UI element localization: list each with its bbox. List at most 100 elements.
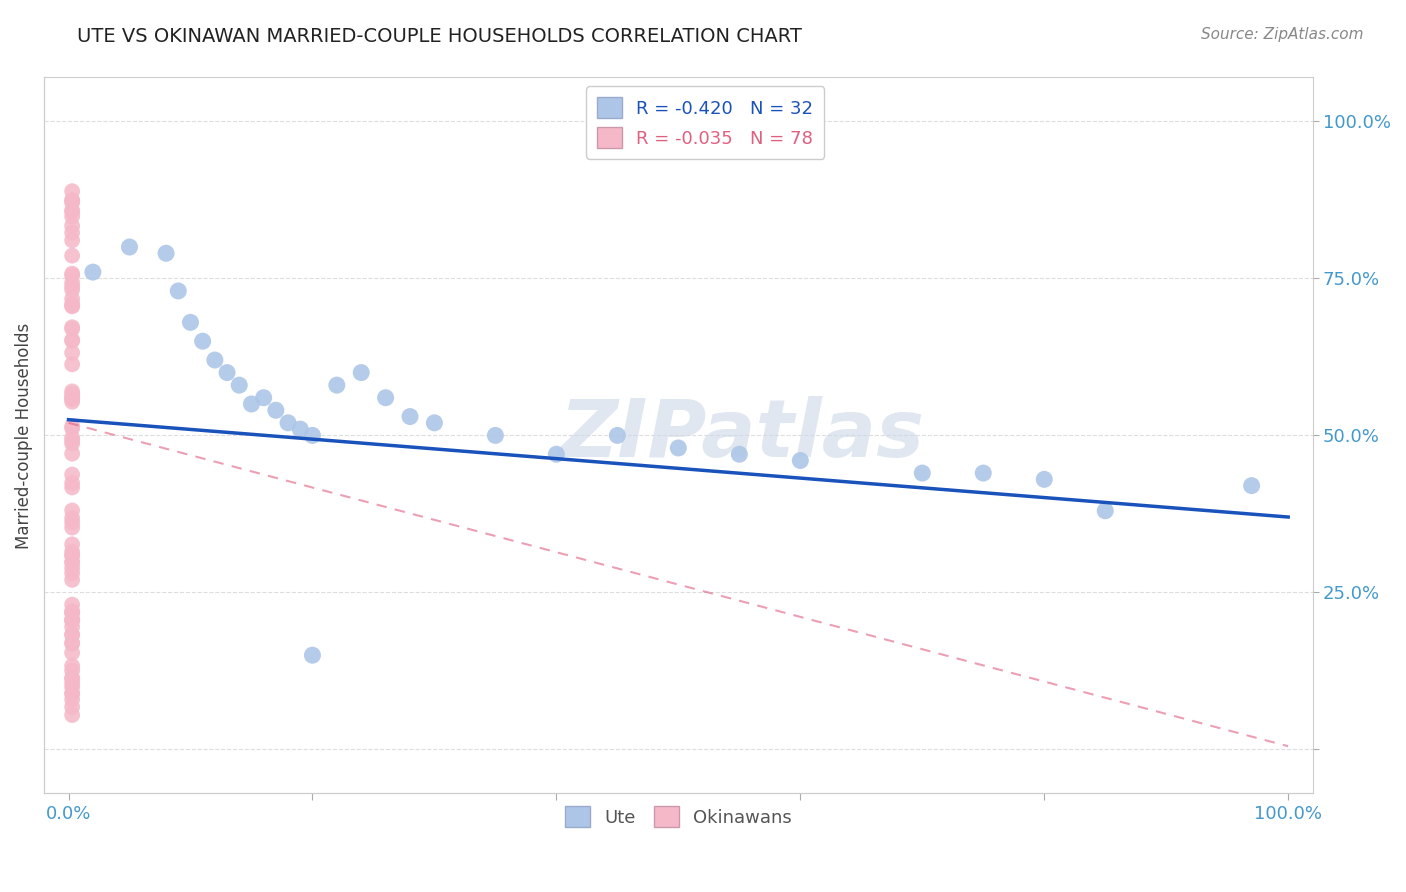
Point	[60, 283, 83, 297]
Point	[253, 391, 276, 405]
Point	[60, 194, 83, 208]
Point	[350, 366, 373, 380]
Point	[423, 416, 446, 430]
Point	[60, 566, 83, 581]
Point	[60, 419, 83, 434]
Point	[60, 320, 83, 334]
Point	[60, 276, 83, 290]
Point	[666, 441, 689, 455]
Point	[60, 431, 83, 445]
Point	[60, 421, 83, 435]
Point	[60, 555, 83, 569]
Point	[484, 428, 506, 442]
Point	[60, 292, 83, 306]
Point	[60, 299, 83, 313]
Point	[60, 384, 83, 399]
Point	[60, 233, 83, 247]
Y-axis label: Married-couple Households: Married-couple Households	[15, 322, 32, 549]
Point	[155, 246, 177, 260]
Point	[60, 226, 83, 240]
Point	[60, 357, 83, 371]
Point	[60, 687, 83, 701]
Text: Source: ZipAtlas.com: Source: ZipAtlas.com	[1201, 27, 1364, 42]
Point	[60, 392, 83, 406]
Point	[911, 466, 934, 480]
Point	[789, 453, 811, 467]
Point	[1240, 478, 1263, 492]
Point	[60, 680, 83, 694]
Point	[60, 549, 83, 563]
Point	[60, 636, 83, 650]
Text: UTE VS OKINAWAN MARRIED-COUPLE HOUSEHOLDS CORRELATION CHART: UTE VS OKINAWAN MARRIED-COUPLE HOUSEHOLD…	[77, 27, 803, 45]
Point	[204, 353, 226, 368]
Point	[264, 403, 287, 417]
Point	[191, 334, 214, 349]
Point	[60, 676, 83, 690]
Point	[60, 613, 83, 627]
Point	[374, 391, 396, 405]
Point	[228, 378, 250, 392]
Point	[60, 322, 83, 336]
Point	[60, 556, 83, 570]
Point	[60, 194, 83, 208]
Point	[60, 503, 83, 517]
Point	[60, 607, 83, 621]
Point	[60, 628, 83, 642]
Point	[60, 334, 83, 348]
Point	[60, 561, 83, 575]
Point	[60, 203, 83, 218]
Point	[60, 598, 83, 612]
Point	[326, 378, 349, 392]
Point	[240, 397, 263, 411]
Point	[60, 636, 83, 650]
Point	[179, 315, 201, 329]
Point	[60, 614, 83, 628]
Point	[60, 299, 83, 313]
Point	[60, 628, 83, 642]
Point	[60, 658, 83, 673]
Point	[60, 268, 83, 283]
Point	[60, 671, 83, 685]
Point	[60, 516, 83, 530]
Point	[60, 267, 83, 281]
Point	[60, 646, 83, 660]
Point	[60, 476, 83, 491]
Point	[60, 664, 83, 678]
Point	[1033, 472, 1056, 486]
Point	[60, 297, 83, 311]
Point	[399, 409, 422, 424]
Point	[277, 416, 299, 430]
Point	[60, 436, 83, 450]
Point	[290, 422, 312, 436]
Point	[60, 195, 83, 210]
Point	[60, 620, 83, 634]
Point	[60, 390, 83, 404]
Point	[60, 612, 83, 626]
Point	[60, 279, 83, 293]
Point	[60, 447, 83, 461]
Point	[60, 700, 83, 714]
Point	[60, 544, 83, 558]
Point	[60, 692, 83, 706]
Point	[167, 284, 190, 298]
Point	[60, 386, 83, 401]
Point	[60, 511, 83, 525]
Point	[60, 605, 83, 619]
Point	[60, 537, 83, 551]
Point	[60, 204, 83, 219]
Point	[546, 447, 568, 461]
Point	[118, 240, 141, 254]
Point	[60, 184, 83, 198]
Point	[60, 333, 83, 347]
Legend: Ute, Okinawans: Ute, Okinawans	[557, 799, 800, 834]
Point	[60, 686, 83, 700]
Point	[301, 648, 323, 663]
Point	[60, 672, 83, 686]
Point	[60, 394, 83, 409]
Point	[60, 210, 83, 224]
Point	[215, 366, 238, 380]
Point	[60, 480, 83, 494]
Point	[82, 265, 104, 279]
Point	[728, 447, 751, 461]
Point	[301, 428, 323, 442]
